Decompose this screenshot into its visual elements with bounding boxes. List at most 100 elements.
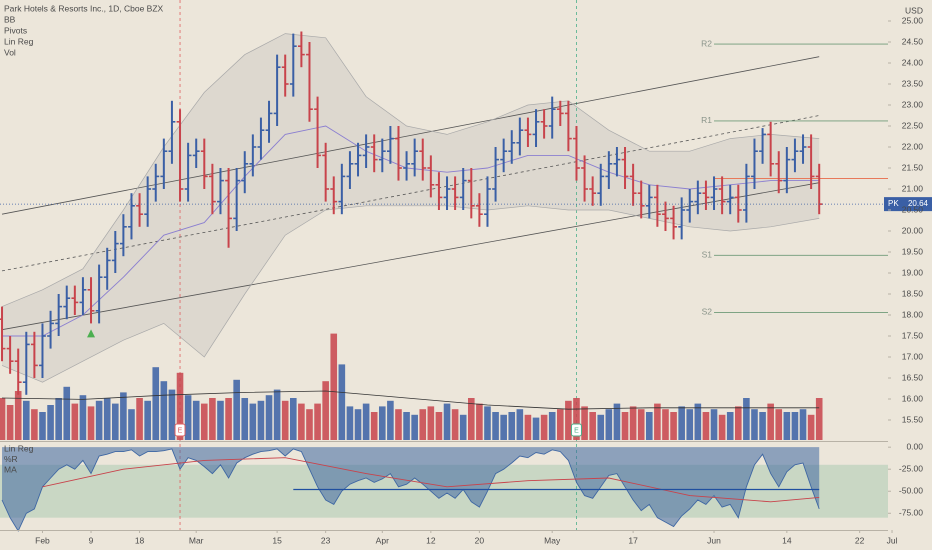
lin-reg-middle — [1, 115, 820, 272]
volume-bar — [734, 406, 742, 440]
volume-bar — [281, 400, 289, 440]
volume-bar — [799, 409, 807, 440]
volume-bar — [686, 409, 694, 440]
x-tick-label: 18 — [135, 535, 145, 545]
volume-bar — [136, 398, 143, 440]
volume-bar — [111, 403, 119, 440]
lin-reg-upper — [1, 56, 820, 215]
event-label: E — [574, 427, 579, 434]
volume-bar — [775, 409, 783, 440]
price-tag-value: 20.64 — [908, 199, 929, 208]
volume-bar — [152, 367, 160, 440]
volume-bar — [508, 412, 516, 440]
volume-bar — [467, 398, 475, 440]
x-tick-label: Feb — [35, 535, 50, 545]
volume-bar — [451, 409, 459, 440]
volume-bar — [443, 403, 451, 440]
volume-bar — [678, 406, 685, 440]
y-tick-label: 24.00 — [902, 57, 924, 67]
volume-bar — [87, 406, 95, 440]
volume-bar — [47, 405, 54, 440]
indicator-label: Vol — [4, 47, 16, 57]
volume-bar — [257, 400, 265, 440]
volume-bar — [702, 412, 710, 440]
y-tick-label: 17.50 — [902, 330, 924, 340]
volume-bar — [565, 400, 572, 440]
volume-bar — [265, 395, 273, 440]
x-tick-label: 17 — [628, 535, 638, 545]
x-tick-label: Jun — [707, 535, 721, 545]
y-tick-label: 21.50 — [902, 162, 924, 172]
volume-bar — [726, 412, 734, 440]
volume-bar — [654, 403, 661, 440]
volume-bar — [395, 409, 402, 440]
bb-lower — [1, 205, 820, 383]
volume-bar — [322, 381, 329, 440]
event-marker — [174, 423, 186, 437]
volume-bar — [718, 414, 726, 440]
event-marker — [570, 423, 582, 437]
y-tick-label: 20.00 — [902, 225, 924, 235]
volume-bar — [273, 389, 281, 440]
chart-title: Park Hotels & Resorts Inc., 1D, Cboe BZX — [4, 3, 164, 13]
pivot-label: R2 — [701, 38, 712, 48]
y-tick-label: 18.00 — [902, 309, 924, 319]
signal-marker — [87, 329, 96, 338]
x-tick-label: 23 — [321, 535, 331, 545]
oscillator-label: %R — [4, 454, 18, 464]
volume-bar — [662, 409, 669, 440]
y-tick-label: 19.00 — [902, 267, 924, 277]
x-tick-label: Apr — [376, 535, 389, 545]
volume-bar — [71, 403, 79, 440]
volume-bar — [524, 414, 532, 440]
volume-bar — [476, 403, 483, 440]
y-tick-label: 25.00 — [902, 15, 924, 25]
volume-bar — [637, 409, 645, 440]
volume-bar — [362, 403, 370, 440]
volume-bar — [759, 412, 766, 440]
y-tick-label: 17.00 — [902, 351, 924, 361]
y-tick-label: 15.50 — [902, 414, 924, 424]
x-tick-label: 15 — [272, 535, 282, 545]
volume-bar — [233, 379, 240, 440]
volume-bar — [0, 398, 6, 440]
y-tick-label: -25.00 — [899, 463, 923, 473]
volume-bar — [694, 403, 702, 440]
volume-bar — [783, 412, 791, 440]
y-tick-label: 18.50 — [902, 288, 924, 298]
volume-bar — [791, 412, 799, 440]
bb-upper — [1, 33, 820, 307]
y-tick-label: -75.00 — [899, 508, 923, 518]
volume-bar — [613, 403, 621, 440]
volume-bar — [209, 398, 216, 440]
volume-bar — [597, 414, 605, 440]
volume-bar — [63, 386, 71, 440]
volume-bar — [354, 409, 362, 440]
volume-bar — [548, 412, 556, 440]
volume-bar — [427, 406, 435, 440]
x-tick-label: 9 — [89, 535, 94, 545]
volume-bar — [589, 412, 596, 440]
volume-bar — [144, 400, 151, 440]
volume-bar — [168, 389, 176, 440]
y-tick-label: 23.50 — [902, 78, 924, 88]
volume-bar — [743, 398, 750, 440]
volume-bar — [176, 372, 184, 440]
currency-label: USD — [905, 5, 923, 15]
volume-bar — [645, 412, 653, 440]
volume-bar — [484, 406, 491, 440]
bb-fill — [2, 33, 820, 383]
volume-bar — [289, 398, 297, 440]
volume-bar — [120, 392, 127, 440]
volume-bar — [22, 400, 30, 440]
pivot-label: R1 — [701, 115, 712, 125]
y-tick-label: 0.00 — [906, 441, 923, 451]
y-tick-label: 16.00 — [902, 393, 924, 403]
volume-bar — [403, 412, 410, 440]
volume-bar — [241, 398, 249, 440]
plot-layer: R2 R1 S1 S2 E E — [0, 0, 888, 532]
x-tick-label: 14 — [782, 535, 792, 545]
volume-bar — [128, 409, 135, 440]
volume-bar — [605, 409, 613, 440]
x-tick-label: Mar — [189, 535, 204, 545]
